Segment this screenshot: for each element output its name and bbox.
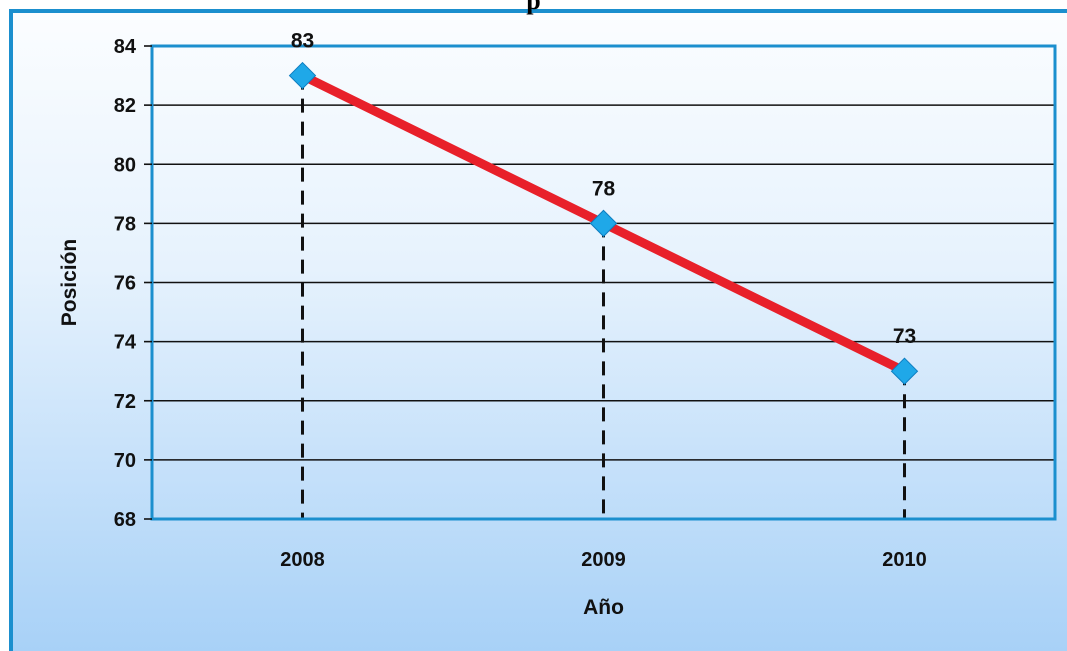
- data-label: 73: [893, 325, 916, 348]
- series-markers: [288, 61, 919, 385]
- x-tick-label: 2008: [280, 549, 325, 571]
- data-label: 83: [291, 30, 314, 53]
- y-axis-title: Posición: [58, 239, 81, 327]
- y-tick-label: 70: [114, 450, 136, 472]
- y-tick-label: 74: [114, 332, 137, 354]
- x-tick-label: 2010: [882, 549, 927, 571]
- y-tick-label: 82: [114, 95, 136, 117]
- y-tick-label: 80: [114, 154, 136, 176]
- y-tick-label: 84: [114, 36, 137, 58]
- y-tick-label: 68: [114, 509, 136, 531]
- y-tick-label: 76: [114, 273, 136, 295]
- y-tick-label: 78: [114, 213, 136, 235]
- x-axis-title: Año: [583, 596, 624, 619]
- x-axis: 2008 2009 2010: [280, 549, 927, 571]
- drop-lines: [301, 75, 906, 519]
- x-tick-label: 2009: [581, 549, 626, 571]
- data-point: [890, 357, 919, 385]
- chart-title: p: [526, 0, 541, 15]
- data-labels: 83 78 73: [291, 30, 916, 349]
- chart-frame: [9, 9, 1067, 651]
- data-point: [589, 209, 618, 238]
- data-point: [288, 61, 317, 90]
- data-label: 78: [592, 177, 616, 200]
- y-axis: 68 70 72 74 76 78 80 82 84: [114, 36, 152, 531]
- y-tick-label: 72: [114, 391, 136, 413]
